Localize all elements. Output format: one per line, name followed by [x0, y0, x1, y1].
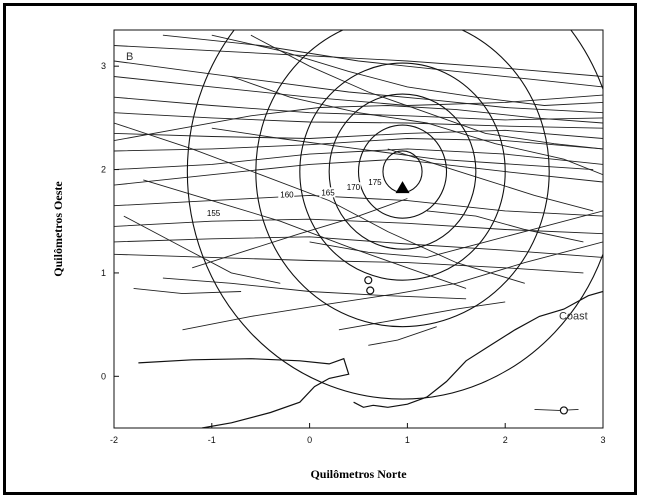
contour-170	[328, 93, 477, 250]
x-tick-label: -2	[110, 435, 118, 445]
contour-label-bg	[278, 189, 295, 200]
y-tick-label: 0	[101, 371, 106, 381]
coastline-segment-2	[353, 290, 603, 408]
contour-label-160: 160	[280, 190, 294, 199]
contour-label-155: 155	[207, 209, 221, 218]
track-line-1	[114, 60, 603, 114]
receiver-circle-2	[366, 286, 375, 295]
track-line-31	[368, 326, 437, 346]
contour-165	[299, 62, 506, 281]
track-line-29	[114, 105, 603, 142]
track-line-21	[231, 76, 603, 176]
track-line-13	[114, 45, 603, 77]
track-line-14	[162, 34, 603, 88]
track-line-23	[211, 127, 594, 171]
contour-160	[255, 30, 550, 328]
track-line-16	[143, 179, 467, 289]
track-line-5	[114, 129, 603, 139]
track-line-3	[114, 96, 603, 121]
track-line-6	[114, 138, 603, 152]
track-line-11	[114, 236, 603, 258]
x-tick-label: 2	[503, 435, 508, 445]
x-axis-title: Quilômetros Norte	[310, 467, 407, 481]
track-line-32	[534, 408, 579, 411]
marks-layer	[364, 181, 568, 415]
coastline-segment-1	[138, 357, 350, 428]
figure-frame	[3, 3, 637, 495]
track-line-19	[182, 241, 603, 331]
track-line-4	[114, 112, 603, 129]
contour-175	[357, 124, 448, 219]
x-tick-label: 1	[405, 435, 410, 445]
track-line-12	[114, 253, 584, 274]
track-line-24	[387, 148, 594, 212]
track-line-2	[114, 76, 603, 106]
y-tick-label: 3	[101, 61, 106, 71]
track-line-15	[114, 122, 525, 284]
track-line-30	[426, 210, 584, 243]
coast-label: Coast	[559, 310, 588, 322]
contour-label-170: 170	[347, 183, 361, 192]
panel-label: B	[126, 51, 133, 63]
track-line-8	[114, 158, 603, 186]
track-line-22	[250, 34, 603, 150]
track-line-28	[211, 34, 603, 106]
tracks-layer	[114, 34, 603, 411]
contour-label-bg	[366, 177, 383, 188]
y-axis-ticks: 0 1 2 3	[101, 61, 119, 381]
track-line-26	[192, 198, 408, 269]
contour-label-bg	[344, 182, 361, 193]
contour-label-bg	[319, 187, 336, 198]
track-line-25	[123, 215, 281, 284]
x-tick-label: 0	[307, 435, 312, 445]
contour-label-bg	[204, 208, 221, 219]
contour-label-165: 165	[321, 188, 335, 197]
coastline-layer	[138, 290, 603, 428]
y-tick-label: 1	[101, 268, 106, 278]
x-tick-label: 3	[600, 435, 605, 445]
receiver-circle-3	[559, 406, 568, 415]
y-tick-label: 2	[101, 165, 106, 175]
plot-area	[113, 29, 604, 429]
track-line-9	[114, 194, 603, 217]
track-line-20	[338, 301, 506, 331]
track-line-27	[309, 210, 603, 258]
receiver-circle-1	[364, 276, 373, 285]
x-tick-label: -1	[208, 435, 216, 445]
track-line-10	[114, 218, 603, 235]
track-line-18	[133, 287, 242, 295]
track-line-7	[114, 148, 603, 171]
contours-layer	[186, 30, 603, 400]
y-axis-title: Quilômetros Oeste	[51, 181, 65, 277]
contour-label-175: 175	[368, 178, 382, 187]
source-triangle	[395, 181, 410, 194]
x-axis-ticks: -2 -1 0 1 2 3	[110, 423, 606, 445]
contour-155	[186, 30, 603, 400]
